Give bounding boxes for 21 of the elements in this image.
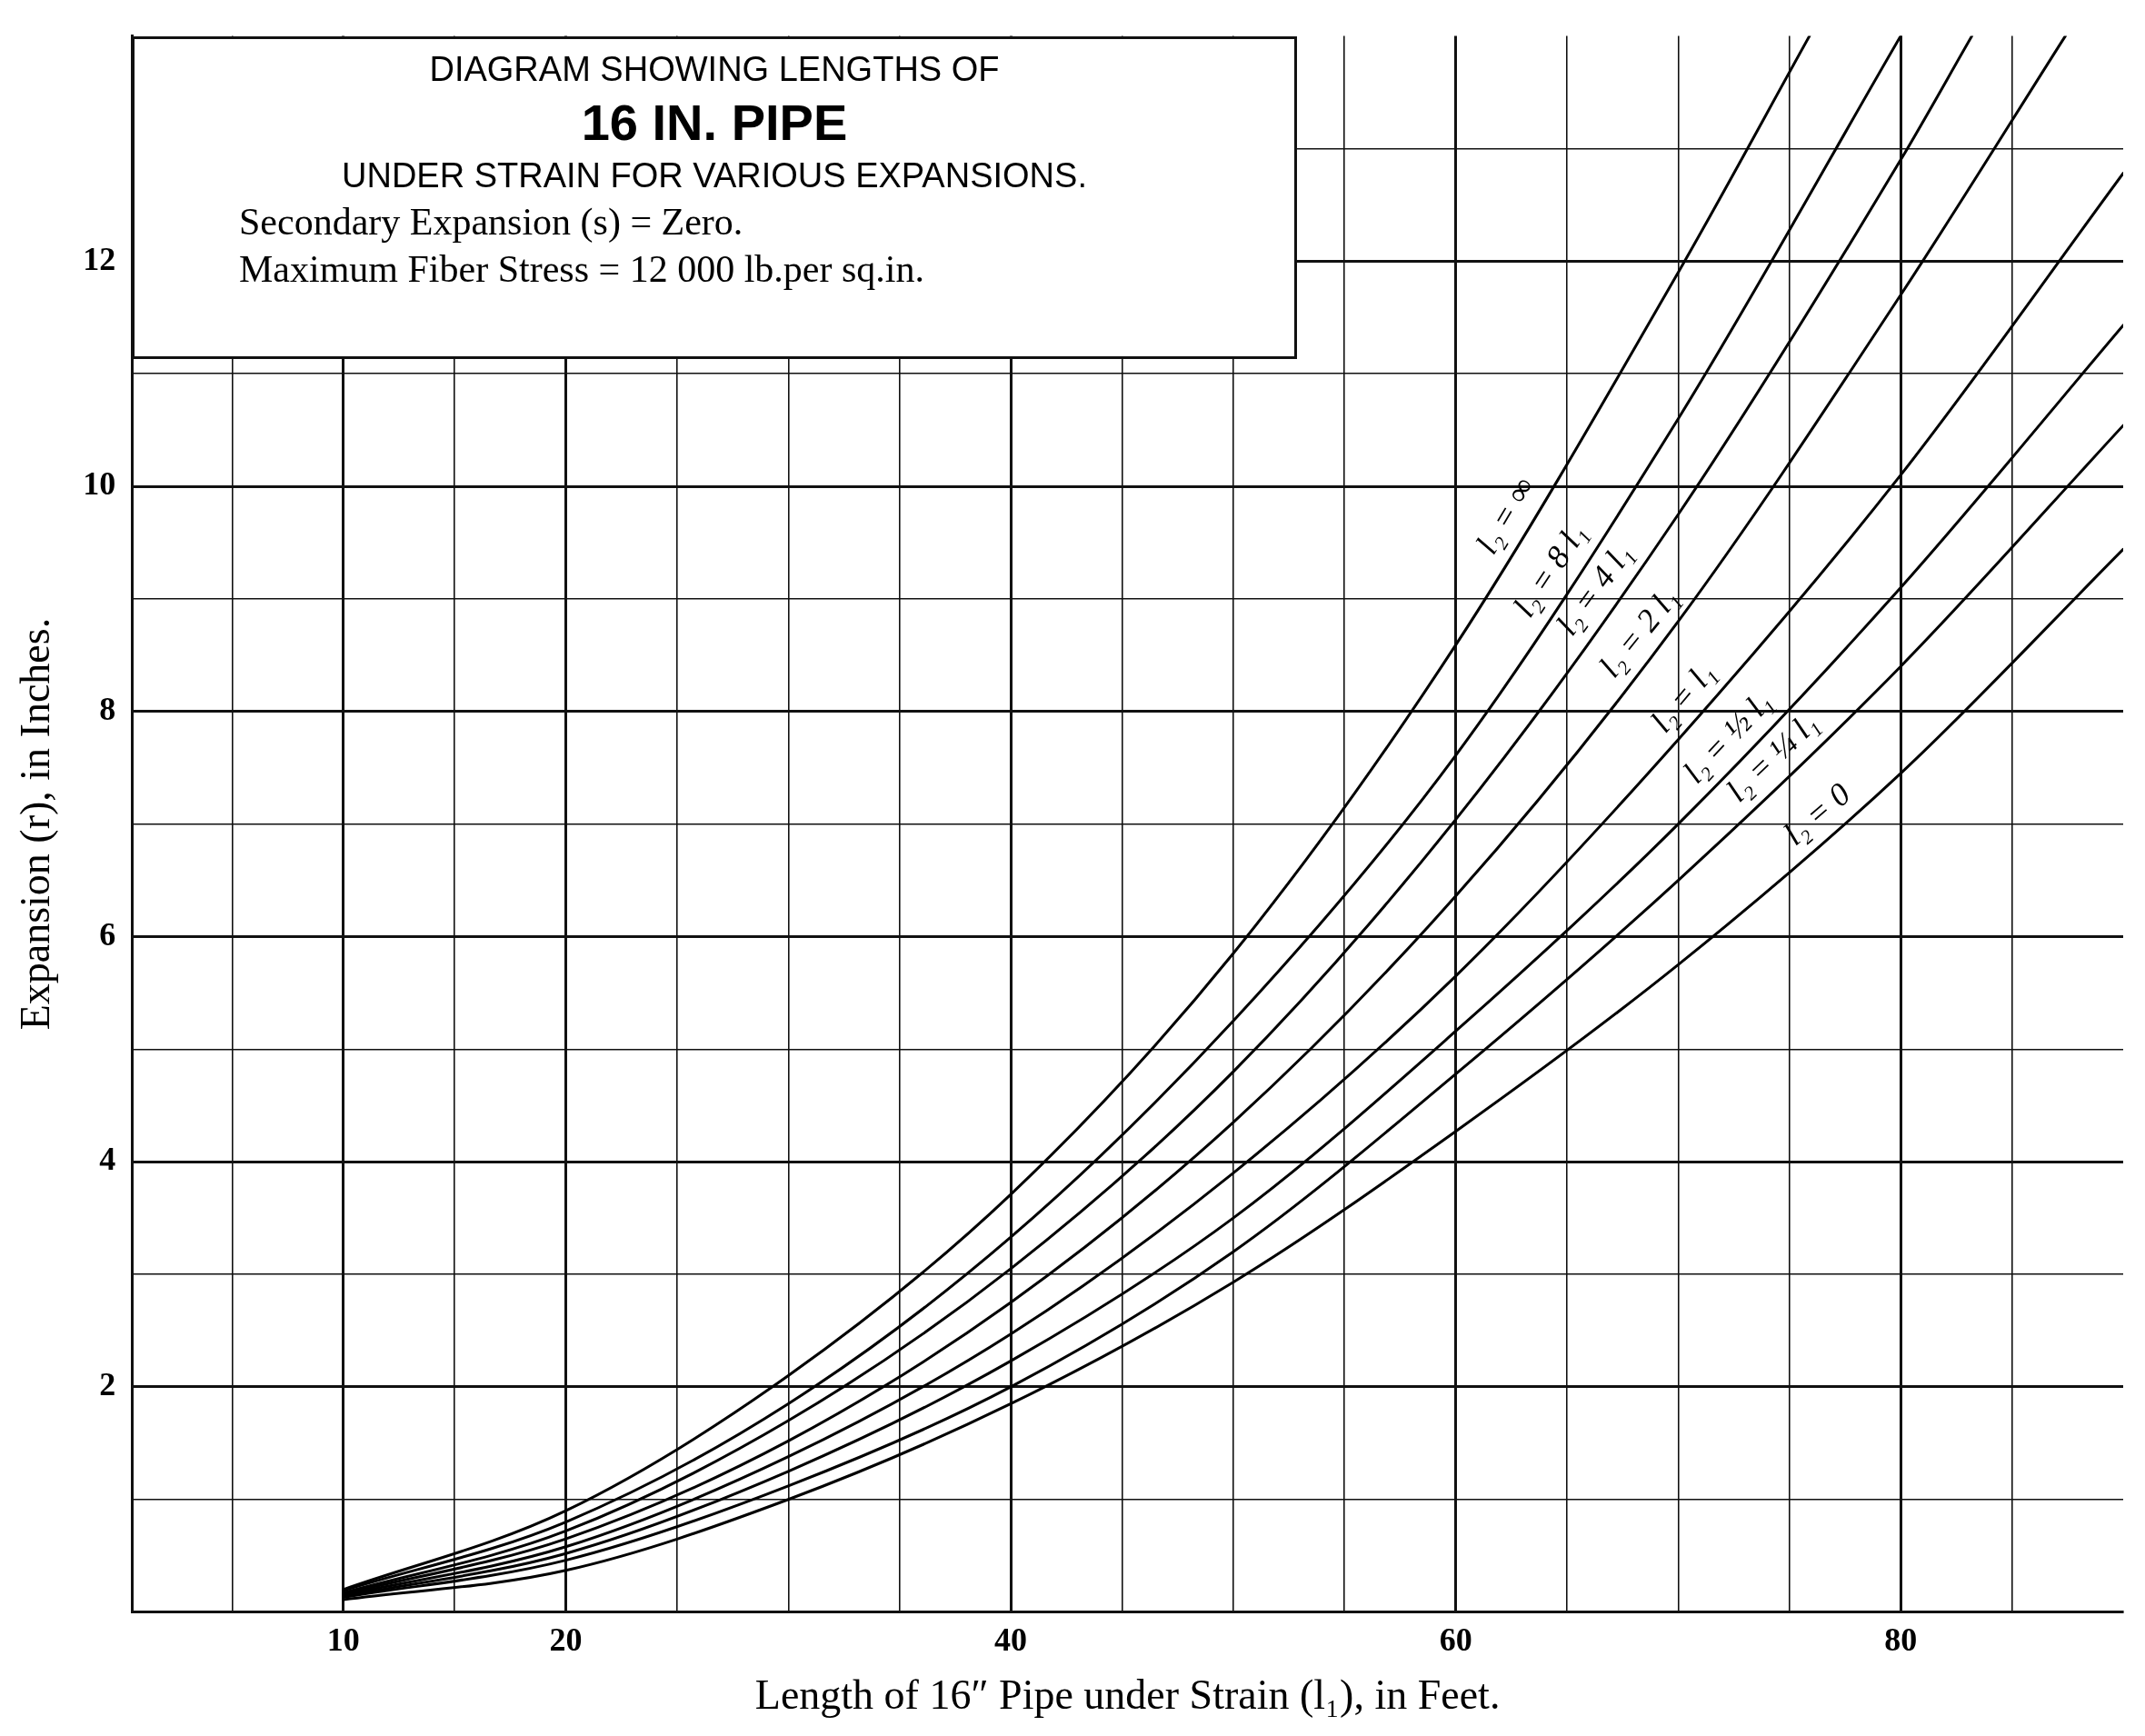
x-axis-title: Length of 16″ Pipe under Strain (l₁), in Feet.	[754, 1671, 1501, 1719]
y-tick-label: 2	[99, 1366, 116, 1403]
chart-title: DIAGRAM SHOWING LENGTHS OF	[428, 48, 1001, 90]
y-axis-title: Expansion (r), in Inches.	[11, 617, 58, 1031]
y-tick-label: 12	[83, 240, 116, 277]
y-tick-label: 10	[83, 465, 116, 503]
annotation: Maximum Fiber Stress = 12 000 lb.per sq.in.	[238, 247, 925, 293]
annotation: Secondary Expansion (s) = Zero.	[238, 199, 744, 244]
y-tick-label: 8	[99, 691, 116, 728]
y-tick-label: 4	[99, 1141, 116, 1178]
x-tick-label: 20	[549, 1621, 583, 1659]
text: l₂ = l₁	[1642, 654, 1722, 740]
x-tick-label: 40	[994, 1621, 1028, 1659]
text: 16 IN. PIPE	[581, 94, 848, 152]
y-tick-label: 6	[99, 915, 116, 953]
text: l₂ = 0	[1776, 775, 1858, 853]
text: l₂ = ∞	[1468, 470, 1542, 560]
x-tick-label: 10	[326, 1621, 360, 1659]
x-tick-label: 80	[1884, 1621, 1918, 1659]
annotation: UNDER STRAIN FOR VARIOUS EXPANSIONS.	[341, 155, 1088, 197]
x-tick-label: 60	[1439, 1621, 1472, 1659]
